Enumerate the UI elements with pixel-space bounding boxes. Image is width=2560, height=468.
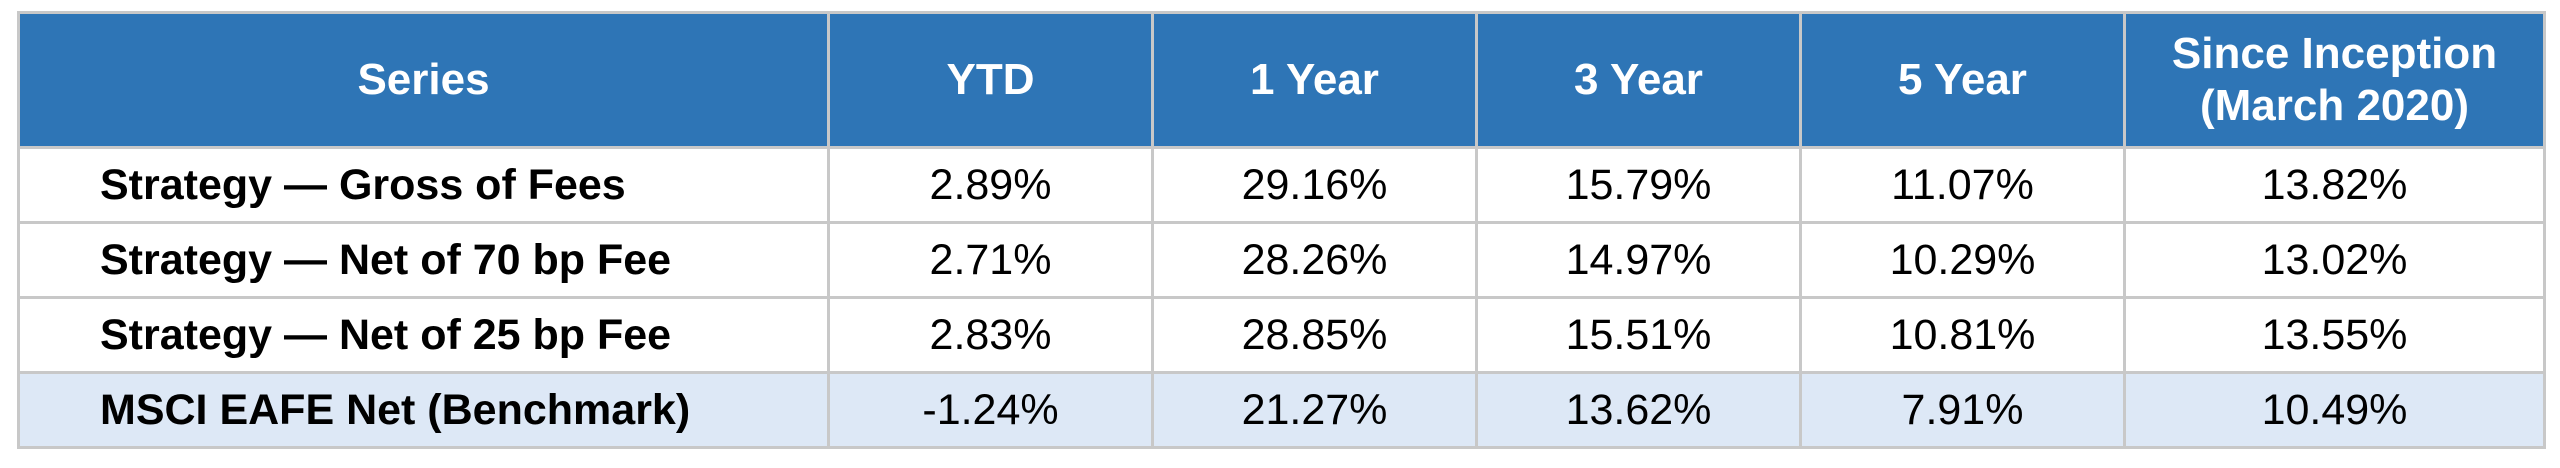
cell-1-year: 28.26% (1151, 221, 1478, 299)
header-since-inception-line1: Since Inception (2171, 29, 2498, 78)
cell-5-year: 11.07% (1799, 146, 2126, 224)
cell-1-year: 29.16% (1151, 146, 1478, 224)
row-label: Strategy — Gross of Fees (17, 146, 830, 224)
row-label: MSCI EAFE Net (Benchmark) (17, 371, 830, 449)
cell-1-year: 21.27% (1151, 371, 1478, 449)
cell-ytd: 2.89% (827, 146, 1154, 224)
cell-1-year: 28.85% (1151, 296, 1478, 374)
cell-since-inception: 13.02% (2123, 221, 2546, 299)
cell-5-year: 10.29% (1799, 221, 2126, 299)
cell-5-year: 7.91% (1799, 371, 2126, 449)
header-5-year: 5 Year (1799, 11, 2126, 149)
table-row: Strategy — Net of 25 bp Fee 2.83% 28.85%… (17, 296, 2546, 374)
header-3-year: 3 Year (1475, 11, 1802, 149)
cell-since-inception: 13.82% (2123, 146, 2546, 224)
header-since-inception-line2: (March 2020) (2199, 81, 2469, 130)
cell-since-inception: 10.49% (2123, 371, 2546, 449)
table-row: Strategy — Net of 70 bp Fee 2.71% 28.26%… (17, 221, 2546, 299)
header-since-inception: Since Inception (March 2020) (2123, 11, 2546, 149)
cell-3-year: 15.51% (1475, 296, 1802, 374)
cell-ytd: 2.71% (827, 221, 1154, 299)
cell-ytd: 2.83% (827, 296, 1154, 374)
cell-3-year: 14.97% (1475, 221, 1802, 299)
row-label: Strategy — Net of 70 bp Fee (17, 221, 830, 299)
cell-5-year: 10.81% (1799, 296, 2126, 374)
table-row: Strategy — Gross of Fees 2.89% 29.16% 15… (17, 146, 2546, 224)
header-ytd: YTD (827, 11, 1154, 149)
header-row: Series YTD 1 Year 3 Year 5 Year Since In… (17, 11, 2546, 149)
row-label: Strategy — Net of 25 bp Fee (17, 296, 830, 374)
performance-table-container: Series YTD 1 Year 3 Year 5 Year Since In… (17, 11, 2546, 449)
cell-since-inception: 13.55% (2123, 296, 2546, 374)
cell-ytd: -1.24% (827, 371, 1154, 449)
cell-3-year: 15.79% (1475, 146, 1802, 224)
header-series: Series (17, 11, 830, 149)
table-row-benchmark: MSCI EAFE Net (Benchmark) -1.24% 21.27% … (17, 371, 2546, 449)
cell-3-year: 13.62% (1475, 371, 1802, 449)
performance-table: Series YTD 1 Year 3 Year 5 Year Since In… (17, 11, 2546, 449)
header-1-year: 1 Year (1151, 11, 1478, 149)
